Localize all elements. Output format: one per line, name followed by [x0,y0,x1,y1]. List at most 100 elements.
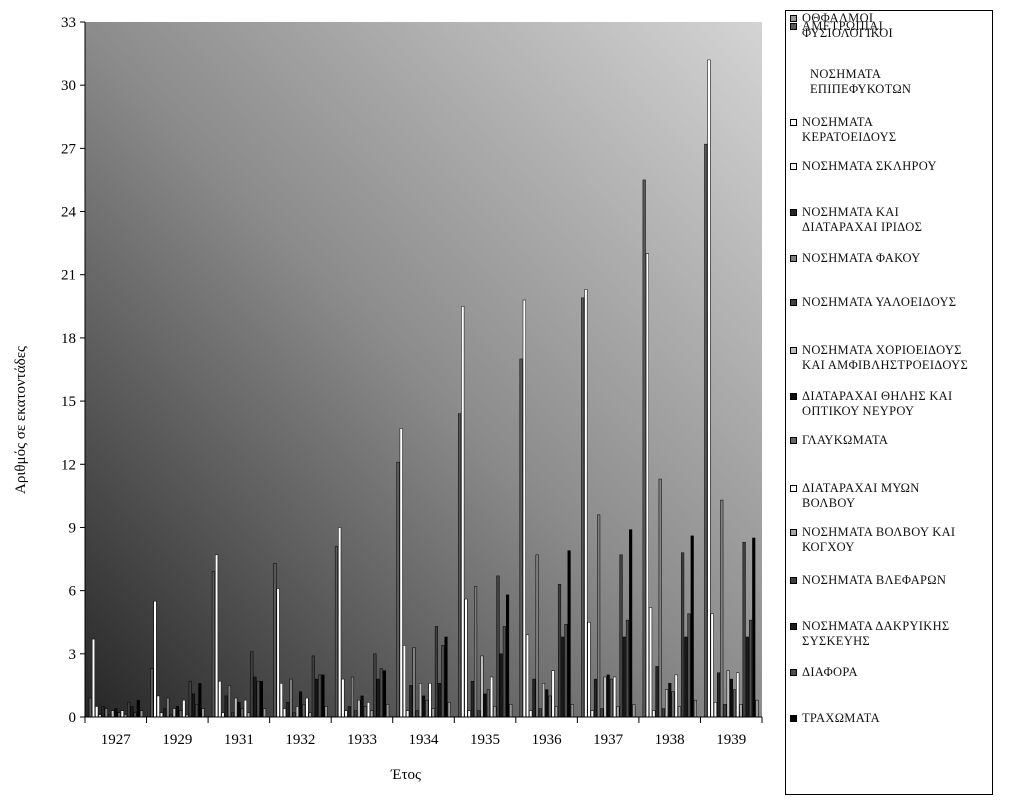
bar-1938-series-5 [658,478,662,718]
y-tick-label: 6 [69,584,77,600]
bar-1938-series-10 [674,674,678,718]
x-tick-label: 1933 [347,732,377,748]
legend-label: ΝΟΣΗΜΑΤΑ ΔΑΚΡΥΙΚΗΣ ΣΥΣΚΕΥΗΣ [802,619,950,648]
bar-1931-series-5 [227,685,231,718]
bar-1936-series-16 [570,704,574,718]
bar-1936-series-8 [545,689,549,718]
bar-1933-series-9 [363,706,367,718]
bar-1939-series-14 [749,619,753,718]
y-tick-label: 9 [69,520,77,536]
bar-1932-series-9 [302,704,306,718]
bar-1934-series-13 [438,683,442,718]
bar-1932-series-15 [321,674,325,718]
legend-swatch [790,437,797,444]
legend-swatch [790,669,797,676]
legend-swatch [790,255,797,262]
x-tick-label: 1931 [224,732,254,748]
bar-1933-series-0 [334,546,339,718]
bar-1929-series-0 [150,668,154,718]
bar-1932-series-12 [311,655,315,718]
y-tick-label: 18 [61,331,76,347]
x-tick-label: 1937 [593,732,624,748]
bar-1934-series-12 [434,626,438,718]
bar-1939-series-2 [710,613,714,718]
bar-1932-series-6 [292,712,296,718]
bar-1932-series-8 [298,691,303,718]
y-tick-label: 21 [61,268,76,284]
legend-label: ΝΟΣΗΜΑΤΑ ΚΑΙ ΔΙΑΤΑΡΑΧΑΙ ΙΡΙΔΟΣ [802,205,923,234]
bar-1932-series-16 [324,706,328,718]
plot-area [85,22,762,717]
bar-1929-series-1 [153,600,157,718]
bar-1934-series-0 [396,461,400,718]
bar-1934-series-1 [399,428,403,718]
bar-1936-series-10 [551,670,555,718]
legend-swatch [790,15,797,22]
bar-1934-series-10 [428,683,432,718]
bar-1936-series-0 [519,358,523,718]
bar-1936-series-12 [557,584,562,718]
bar-1938-series-6 [661,708,665,718]
bar-1936-series-6 [538,708,542,718]
bar-1937-series-2 [587,621,591,718]
bar-1939-series-9 [733,689,737,718]
bar-1933-series-6 [354,710,358,718]
bar-1936-series-4 [532,678,536,718]
bar-1931-series-15 [259,680,263,718]
bar-1931-series-8 [237,702,241,718]
bar-1938-series-16 [693,699,697,718]
bar-1936-series-13 [561,636,565,718]
y-tick-label: 3 [69,647,77,663]
bar-1936-series-5 [535,554,539,718]
bar-1932-series-11 [308,712,312,718]
legend-label: ΓΛΑΥΚΩΜΑΤΑ [802,433,889,447]
bar-1935-series-10 [490,676,494,718]
y-tick-label: 27 [61,141,77,157]
bar-1938-series-15 [690,535,694,718]
bar-1935-series-13 [499,653,503,718]
bar-1934-series-6 [415,710,419,718]
bar-1931-series-7 [234,697,238,718]
x-tick-label: 1929 [162,732,192,748]
y-tick-label: 24 [61,205,77,221]
bar-1927-series-5 [104,708,108,718]
bar-1939-series-0 [704,143,708,718]
bar-1935-series-7 [480,655,484,718]
bar-1934-series-15 [444,636,448,718]
bar-1931-series-13 [253,676,257,718]
bar-1933-series-5 [350,676,355,718]
x-tick-label: 1936 [532,732,563,748]
bar-1932-series-4 [286,702,290,718]
bar-1939-series-3 [713,702,717,718]
bar-1937-series-6 [600,708,604,718]
legend-swatch [790,347,797,354]
bar-1939-series-11 [739,704,743,718]
bar-1937-series-14 [625,619,630,718]
bar-1938-series-3 [652,710,656,718]
bar-1933-series-2 [341,678,345,718]
bar-1933-series-12 [373,653,377,718]
bar-1935-series-4 [470,680,474,718]
bar-1938-series-7 [665,689,669,718]
legend-label: ΤΡΑΧΩΜΑΤΑ [802,711,880,725]
legend-label: ΝΟΣΗΜΑΤΑ ΚΕΡΑΤΟΕΙΔΟΥΣ [802,115,897,144]
bar-1938-series-8 [668,683,672,718]
y-ticks-group: 0 3 6 9 12 15 18 21 24 27 30 33 [61,15,85,726]
bar-1933-series-10 [366,702,371,718]
bar-1929-series-3 [159,712,163,718]
bar-1929-series-12 [188,680,192,718]
bar-1934-series-3 [406,710,410,718]
bar-1939-series-12 [742,541,746,718]
legend-swatch [790,623,797,630]
bar-1935-series-16 [509,704,513,718]
bar-1939-series-13 [745,636,749,718]
bar-1933-series-1 [338,527,342,718]
bar-1927-series-0 [88,697,92,718]
legend-label: ΔΙΑΤΑΡΑΧΑΙ ΘΗΛΗΣ ΚΑΙ ΟΠΤΙΚΟΥ ΝΕΥΡΟΥ [802,389,953,418]
bar-1934-series-5 [412,647,416,718]
bar-1937-series-7 [603,676,607,718]
bar-1929-series-8 [175,706,179,718]
bar-1938-series-4 [655,666,659,718]
bar-1931-series-11 [247,712,251,718]
bar-1937-series-1 [584,289,588,718]
